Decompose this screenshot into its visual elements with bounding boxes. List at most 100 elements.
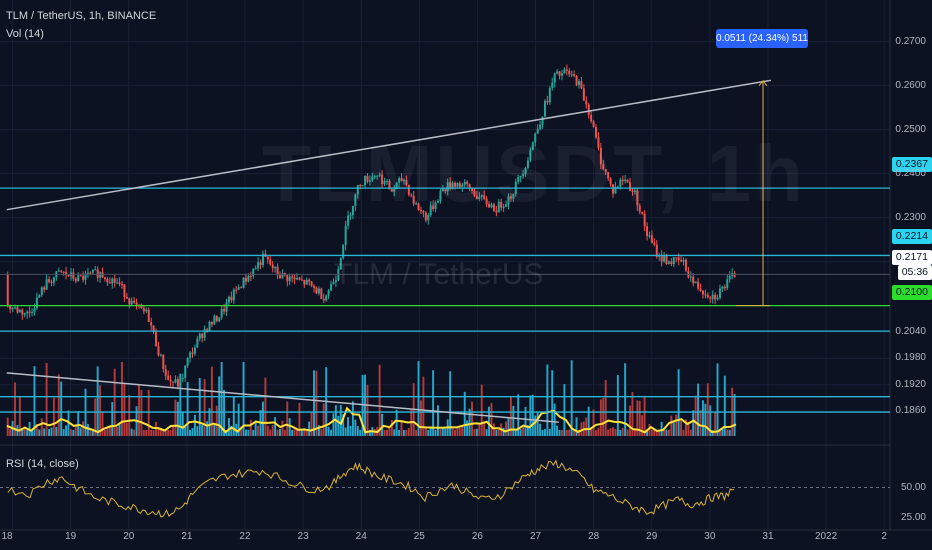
candle-body <box>327 290 330 296</box>
volume-bar <box>339 405 342 436</box>
volume-bar <box>269 429 272 436</box>
candle-body <box>726 279 729 289</box>
candle-body <box>140 304 143 309</box>
candle-body <box>125 296 128 299</box>
volume-bar <box>563 384 566 436</box>
candle-body <box>191 352 194 354</box>
candle-body <box>568 70 571 75</box>
volume-bar <box>310 412 313 436</box>
candle-body <box>463 181 466 185</box>
candle-body <box>50 282 53 284</box>
candle-body <box>48 279 51 283</box>
volume-bar <box>232 396 235 436</box>
candle-body <box>587 104 590 115</box>
volume-bar <box>650 429 653 436</box>
volume-bar <box>266 425 269 436</box>
volume-bar <box>359 429 362 436</box>
volume-bar <box>152 429 155 436</box>
candle-body <box>167 375 170 380</box>
volume-bar <box>383 429 386 436</box>
volume-bar <box>244 429 247 436</box>
volume-bar <box>123 383 126 436</box>
candle-body <box>556 71 559 74</box>
candle-body <box>35 297 38 309</box>
candle-body <box>595 127 598 138</box>
volume-bar <box>629 405 631 436</box>
volume-bar <box>514 429 517 436</box>
candle-body <box>539 124 542 130</box>
candle-body <box>135 302 138 305</box>
volume-bar <box>728 429 731 436</box>
volume-bar <box>89 429 92 436</box>
candle-body <box>714 294 717 300</box>
candle-body <box>186 357 189 366</box>
volume-legend[interactable]: Vol (14) <box>6 28 44 40</box>
candle-body <box>393 189 396 192</box>
candle-body <box>313 285 316 288</box>
rsi-legend[interactable]: RSI (14, close) <box>6 458 79 470</box>
candle-body <box>471 188 474 191</box>
time-tick-label: 22 <box>239 531 251 542</box>
candle-body <box>300 279 303 281</box>
volume-bar <box>138 383 140 436</box>
candle-body <box>79 275 82 277</box>
volume-bar <box>602 397 605 436</box>
candle-body <box>23 313 26 315</box>
candle-body <box>704 294 707 296</box>
candle-body <box>123 284 126 297</box>
candle-body <box>145 309 148 312</box>
candle-body <box>101 272 104 278</box>
candle-body <box>108 282 111 284</box>
volume-bar <box>697 383 700 436</box>
candle-body <box>575 75 578 86</box>
candle-body <box>524 167 527 175</box>
rsi-tick-label: 50.00 <box>900 481 926 493</box>
volume-bar <box>286 401 289 436</box>
volume-bar <box>247 429 250 436</box>
volume-bar <box>466 420 469 436</box>
candle-body <box>684 259 687 271</box>
candle-body <box>208 321 211 332</box>
candle-body <box>198 333 201 339</box>
candle-body <box>407 184 410 195</box>
volume-bar <box>587 406 590 436</box>
volume-bar <box>439 428 442 436</box>
candle-body <box>266 256 269 260</box>
candle-body <box>308 279 311 282</box>
volume-bar <box>354 419 357 436</box>
candle-body <box>189 352 192 358</box>
candle-body <box>298 278 301 280</box>
candle-body <box>529 150 532 161</box>
volume-bar <box>551 370 554 436</box>
candle-body <box>344 225 347 246</box>
volume-bar <box>534 415 537 436</box>
volume-bar <box>495 429 498 436</box>
candle-body <box>60 270 63 272</box>
volume-bar <box>546 364 549 436</box>
candle-body <box>43 287 46 290</box>
volume-bar <box>351 401 354 436</box>
candle-body <box>570 74 573 76</box>
symbol-legend[interactable]: TLM / TetherUS, 1h, BINANCE <box>6 10 157 22</box>
candle-body <box>619 179 622 187</box>
volume-bar <box>701 400 704 436</box>
candle-body <box>368 180 371 182</box>
candle-body <box>604 169 607 173</box>
price-tick-label: 0.1860 <box>895 405 926 417</box>
volume-bar <box>531 394 534 436</box>
candle-body <box>519 175 522 178</box>
time-tick-label: 2022 <box>814 531 838 542</box>
volume-bar <box>609 428 612 436</box>
volume-bar <box>388 427 391 436</box>
candle-body <box>626 179 629 183</box>
volume-bar <box>641 415 644 436</box>
candle-body <box>444 189 447 192</box>
candle-body <box>590 114 593 122</box>
volume-bar <box>57 374 60 436</box>
candle-body <box>573 74 576 76</box>
volume-bar <box>524 406 527 436</box>
candle-body <box>325 295 328 301</box>
volume-bar <box>128 395 131 436</box>
candle-body <box>113 278 116 283</box>
